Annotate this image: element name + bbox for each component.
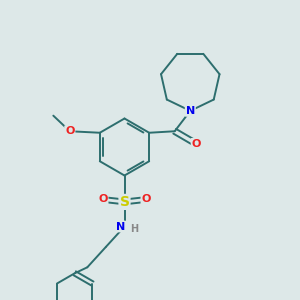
Text: N: N (186, 106, 195, 116)
Text: O: O (141, 194, 151, 205)
Text: N: N (116, 221, 125, 232)
Text: O: O (192, 139, 201, 149)
Text: S: S (119, 195, 130, 209)
Text: O: O (65, 126, 74, 136)
Text: H: H (130, 224, 138, 234)
Text: O: O (98, 194, 108, 205)
